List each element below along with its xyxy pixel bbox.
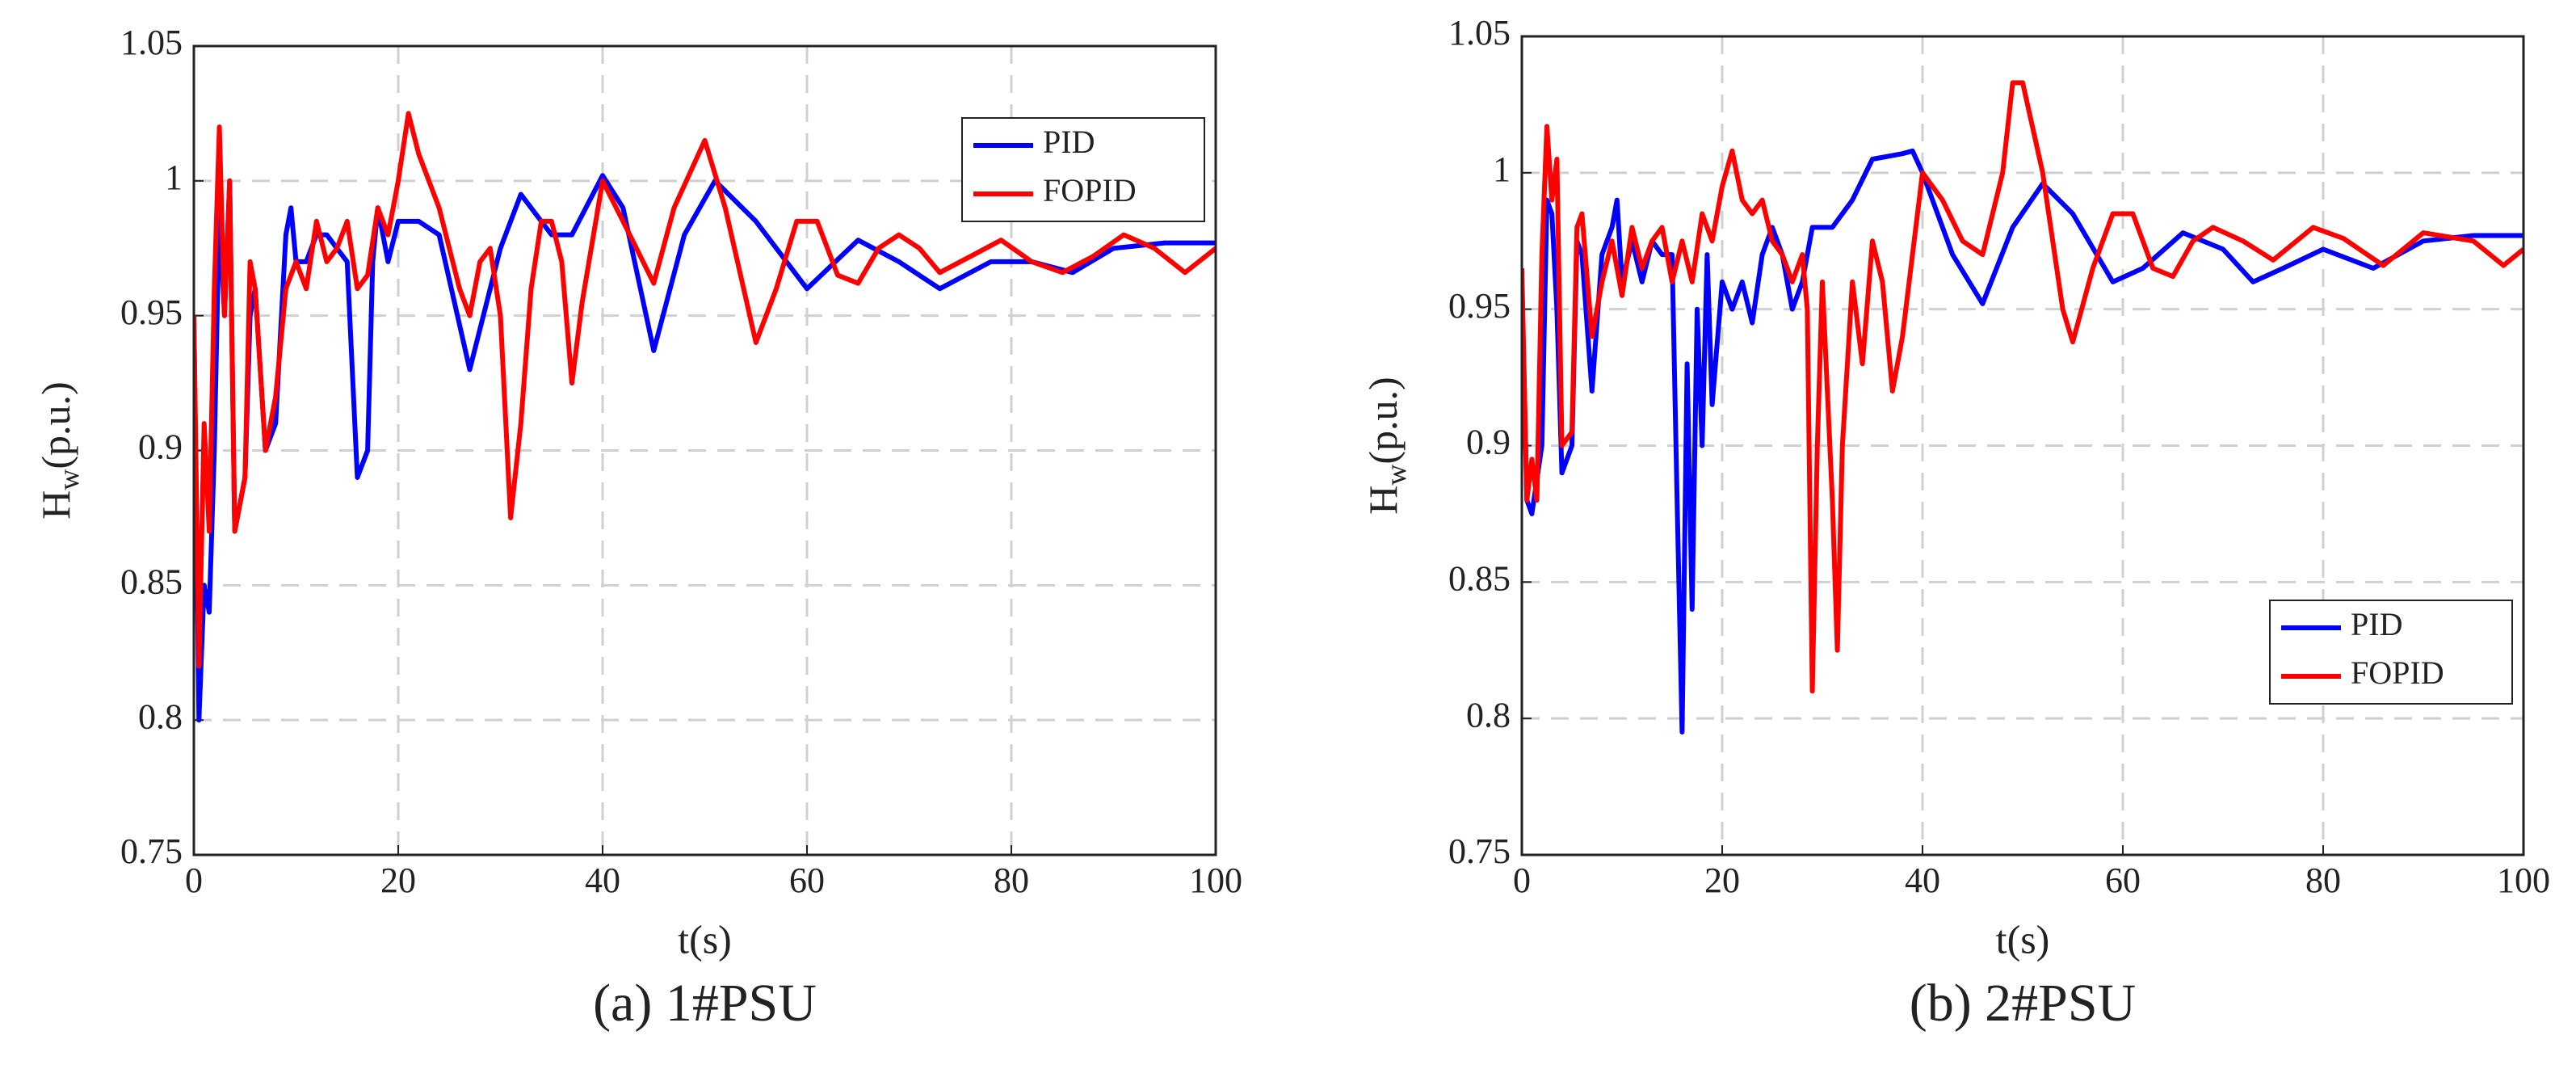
y-axis-label-sub: w <box>1380 465 1412 486</box>
x-tick-label: 60 <box>789 861 825 900</box>
y-tick-label: 0.9 <box>1466 423 1511 462</box>
axes-box <box>192 44 1217 856</box>
y-tick-label: 1 <box>165 158 183 197</box>
y-axis-label: Hw(p.u.) <box>1360 377 1412 514</box>
x-axis-label: t(s) <box>678 916 732 962</box>
y-axis-label-main: H <box>33 490 78 520</box>
series-line <box>1522 148 2523 734</box>
y-tick-label: 0.95 <box>1448 286 1511 326</box>
x-tick-label: 100 <box>1189 861 1242 900</box>
y-tick-label: 0.85 <box>1448 558 1511 598</box>
x-tick-label: 60 <box>2105 861 2141 900</box>
legend-label: PID <box>1043 124 1095 160</box>
x-tick-label: 20 <box>380 861 416 900</box>
y-tick-label: 0.95 <box>120 293 183 332</box>
y-axis-label-main: H <box>1360 486 1406 515</box>
y-axis-label-unit: (p.u.) <box>1360 377 1406 464</box>
legend-box <box>2269 600 2513 705</box>
legend-box <box>961 117 1205 222</box>
caption: (a) 1#PSU <box>593 974 817 1033</box>
caption: (b) 2#PSU <box>1910 974 2137 1033</box>
y-tick-label: 0.75 <box>120 831 183 871</box>
x-tick-label: 100 <box>2497 861 2550 900</box>
y-tick-label: 0.75 <box>1448 831 1511 871</box>
legend-label: FOPID <box>2351 654 2444 691</box>
x-tick-label: 0 <box>1513 861 1531 900</box>
y-axis-label-unit: (p.u.) <box>33 381 78 469</box>
x-tick-label: 40 <box>1905 861 1940 900</box>
y-tick-label: 0.8 <box>138 697 183 736</box>
x-axis-label: t(s) <box>1996 916 2050 962</box>
y-axis-label: Hw(p.u.) <box>33 381 85 519</box>
legend-label: FOPID <box>1043 172 1137 208</box>
x-tick-label: 40 <box>585 861 620 900</box>
series-line <box>194 111 1216 669</box>
y-tick-label: 0.9 <box>138 427 183 467</box>
y-tick-label: 0.8 <box>1466 695 1511 734</box>
x-tick-label: 20 <box>1704 861 1740 900</box>
axes-box <box>1520 35 2525 856</box>
y-tick-label: 1 <box>1493 149 1511 189</box>
y-tick-label: 0.85 <box>120 562 183 601</box>
y-tick-label: 1.05 <box>1448 13 1511 53</box>
series-line <box>1522 80 2523 694</box>
y-tick-label: 1.05 <box>120 23 183 62</box>
x-tick-label: 80 <box>2305 861 2341 900</box>
x-tick-label: 80 <box>994 861 1029 900</box>
legend-label: PID <box>2351 606 2402 642</box>
y-axis-label-sub: w <box>53 469 85 490</box>
x-tick-label: 0 <box>185 861 203 900</box>
